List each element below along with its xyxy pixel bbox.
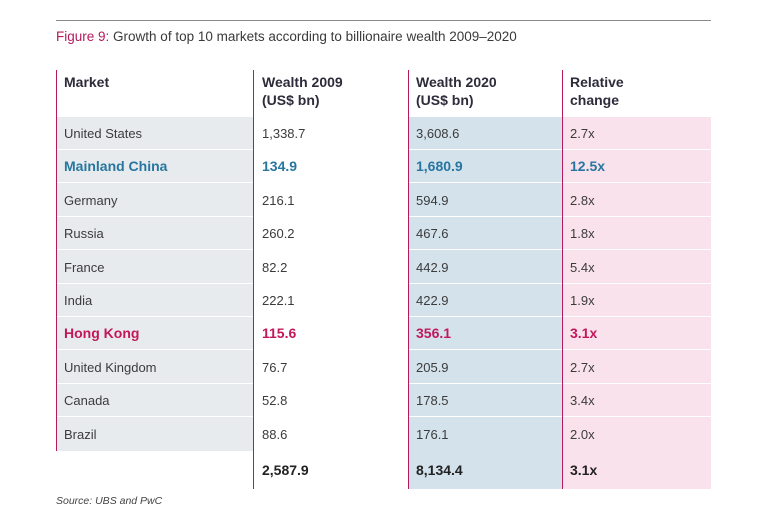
cell-wealth-2020: 356.1 [416, 325, 452, 342]
wealth-2020-column-bg [408, 70, 562, 489]
cell-relative-change: 12.5x [570, 158, 606, 175]
row-separator [56, 149, 711, 150]
table-row: India 222.1 422.9 1.9x [56, 284, 711, 317]
row-separator [56, 382, 711, 384]
header-wealth-2009: Wealth 2009 (US$ bn) [262, 74, 343, 108]
cell-wealth-2009: 115.6 [262, 325, 297, 342]
cell-relative-change: 2.8x [570, 192, 595, 208]
cell-relative-change: 1.8x [570, 226, 595, 242]
cell-wealth-2009: 1,338.7 [262, 126, 306, 141]
table-row: Russia 260.2 467.6 1.8x [56, 217, 711, 251]
cell-wealth-2009: 82.2 [262, 259, 288, 275]
table-row: Brazil 88.6 176.1 2.0x [56, 418, 711, 451]
table-header: Market Wealth 2009 (US$ bn) Wealth 2020 … [56, 70, 711, 117]
source-note: Source: UBS and PwC [56, 495, 163, 507]
table-row: United States 1,338.7 3,608.6 2.7x [56, 117, 711, 150]
cell-market: United States [64, 126, 143, 141]
cell-wealth-2020: 178.5 [416, 393, 449, 409]
cell-market: Hong Kong [64, 325, 140, 342]
row-separator [56, 182, 711, 184]
row-separator [56, 249, 711, 251]
cell-relative-change: 2.7x [570, 126, 595, 141]
cell-wealth-2020: 594.9 [416, 192, 449, 208]
cell-market: Brazil [64, 426, 97, 442]
cell-wealth-2009: 134.9 [262, 158, 298, 175]
relative-change-column-bg [562, 70, 711, 489]
row-separator [56, 215, 711, 217]
market-column-bg [56, 70, 253, 489]
cell-market: France [64, 259, 105, 275]
cell-relative-change: 1.9x [570, 293, 595, 308]
cell-wealth-2020: 176.1 [416, 426, 449, 442]
table-total-row: 2,587.9 8,134.4 3.1x [56, 451, 711, 489]
cell-relative-change: 2.0x [570, 426, 595, 442]
total-wealth-2009: 2,587.9 [262, 462, 309, 478]
cell-wealth-2009: 260.2 [262, 226, 295, 242]
header-market: Market [64, 74, 110, 90]
cell-market: Mainland China [64, 158, 168, 175]
wealth-table: Market Wealth 2009 (US$ bn) Wealth 2020 … [56, 70, 711, 489]
cell-wealth-2020: 3,608.6 [416, 126, 460, 141]
cell-relative-change: 5.4x [570, 259, 595, 275]
cell-market: Russia [64, 226, 104, 242]
cell-market: United Kingdom [64, 359, 157, 375]
table-row: Mainland China 134.9 1,680.9 12.5x [56, 150, 711, 184]
cell-wealth-2020: 422.9 [416, 293, 449, 308]
cell-relative-change: 3.4x [570, 393, 595, 409]
cell-wealth-2020: 205.9 [416, 359, 449, 375]
total-relative-change: 3.1x [570, 462, 598, 478]
cell-relative-change: 2.7x [570, 359, 595, 375]
cell-wealth-2009: 216.1 [262, 192, 295, 208]
cell-market: Germany [64, 192, 118, 208]
cell-wealth-2009: 222.1 [262, 293, 295, 308]
figure-caption: Figure 9: Growth of top 10 markets accor… [56, 29, 517, 44]
top-rule [56, 20, 711, 21]
cell-wealth-2009: 76.7 [262, 359, 288, 375]
column-divider [56, 70, 57, 451]
column-divider [562, 70, 563, 489]
total-wealth-2020: 8,134.4 [416, 462, 463, 478]
row-separator [56, 349, 711, 351]
cell-relative-change: 3.1x [570, 325, 598, 342]
figure-label: Figure 9: [56, 29, 110, 44]
table-row: Canada 52.8 178.5 3.4x [56, 384, 711, 418]
table-row: Hong Kong 115.6 356.1 3.1x [56, 317, 711, 351]
cell-wealth-2009: 88.6 [262, 426, 288, 442]
column-divider [408, 70, 409, 489]
row-separator [56, 316, 711, 317]
header-wealth-2020: Wealth 2020 (US$ bn) [416, 74, 497, 108]
column-divider [253, 70, 254, 489]
table-row: United Kingdom 76.7 205.9 2.7x [56, 351, 711, 384]
cell-wealth-2020: 467.6 [416, 226, 449, 242]
cell-wealth-2020: 1,680.9 [416, 158, 463, 175]
header-relative-change: Relative change [570, 74, 624, 108]
cell-market: Canada [64, 393, 110, 409]
row-separator [56, 416, 711, 418]
cell-market: India [64, 293, 93, 308]
table-row: Germany 216.1 594.9 2.8x [56, 184, 711, 217]
table-row: France 82.2 442.9 5.4x [56, 251, 711, 284]
row-separator [56, 282, 711, 284]
figure-title: Growth of top 10 markets according to bi… [113, 29, 517, 44]
cell-wealth-2009: 52.8 [262, 393, 288, 409]
cell-wealth-2020: 442.9 [416, 259, 449, 275]
